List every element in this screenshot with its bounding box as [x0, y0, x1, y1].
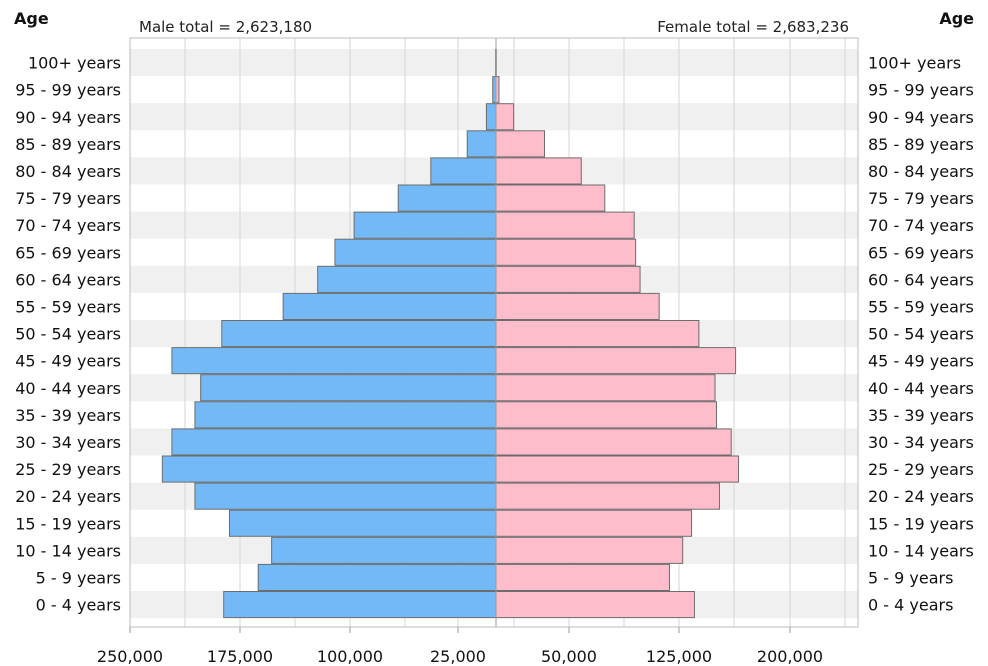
female-bar — [495, 103, 515, 131]
male-bar — [171, 428, 497, 456]
age-label-right: 80 - 84 years — [868, 162, 974, 181]
male-bar — [228, 509, 497, 537]
x-tick-label: 175,000 — [207, 647, 273, 666]
x-tick-label: 50,000 — [541, 647, 597, 666]
age-label-right: 25 - 29 years — [868, 460, 974, 479]
age-label-left: 75 - 79 years — [15, 189, 121, 208]
age-label-left: 30 - 34 years — [15, 433, 121, 452]
male-bar — [171, 347, 497, 375]
age-label-left: 65 - 69 years — [15, 243, 121, 262]
male-bar — [257, 563, 497, 592]
age-header-right: Age — [939, 9, 974, 28]
age-label-left: 45 - 49 years — [15, 352, 121, 371]
age-label-left: 95 - 99 years — [15, 81, 121, 100]
male-bar — [430, 157, 497, 185]
age-label-right: 55 - 59 years — [868, 297, 974, 316]
age-label-right: 60 - 64 years — [868, 270, 974, 289]
male-bar — [353, 211, 497, 239]
female-bar — [495, 536, 684, 564]
female-bar — [495, 591, 695, 619]
age-label-left: 10 - 14 years — [15, 541, 121, 560]
male-bar — [221, 320, 497, 348]
female-bar — [495, 374, 716, 402]
female-bar — [495, 211, 635, 239]
male-bar — [397, 184, 497, 212]
plot-frame — [129, 37, 859, 628]
right-age-labels: 100+ years 95 - 99 years 90 - 94 years 85 -… — [868, 54, 974, 615]
row-band — [130, 49, 858, 77]
female-bar — [495, 184, 606, 212]
female-bar — [495, 509, 693, 537]
age-label-right: 90 - 94 years — [868, 108, 974, 127]
left-age-labels: 100+ years 95 - 99 years 90 - 94 years 85 -… — [15, 54, 121, 615]
female-bar — [495, 401, 717, 429]
male-bar — [271, 536, 497, 564]
age-label-right: 75 - 79 years — [868, 189, 974, 208]
age-label-left: 85 - 89 years — [15, 135, 121, 154]
age-label-right: 20 - 24 years — [868, 487, 974, 506]
male-bar — [223, 591, 497, 619]
age-label-left: 80 - 84 years — [15, 162, 121, 181]
age-label-right: 10 - 14 years — [868, 541, 974, 560]
x-axis-ticks: 250,000 175,000 100,000 25,000 50,000 125,000… — [97, 627, 823, 666]
age-label-right: 45 - 49 years — [868, 352, 974, 371]
age-label-left: 5 - 9 years — [36, 568, 121, 587]
bars — [161, 49, 740, 619]
age-header-left: Age — [14, 9, 49, 28]
age-label-left: 0 - 4 years — [36, 596, 121, 615]
male-bar — [466, 130, 497, 158]
male-bar — [334, 238, 497, 266]
age-label-left: 90 - 94 years — [15, 108, 121, 127]
male-bar — [194, 401, 497, 429]
age-label-left: 55 - 59 years — [15, 297, 121, 316]
age-label-left: 20 - 24 years — [15, 487, 121, 506]
male-bar — [200, 374, 497, 402]
age-label-left: 60 - 64 years — [15, 270, 121, 289]
female-bar — [495, 265, 641, 293]
age-label-right: 50 - 54 years — [868, 325, 974, 344]
male-bar — [282, 292, 497, 320]
age-label-left: 100+ years — [28, 54, 121, 73]
x-tick-label: 250,000 — [97, 647, 163, 666]
age-label-left: 40 - 44 years — [15, 379, 121, 398]
age-label-right: 100+ years — [868, 54, 961, 73]
female-bar — [495, 428, 732, 456]
male-total-label: Male total = 2,623,180 — [139, 18, 312, 36]
age-label-right: 85 - 89 years — [868, 135, 974, 154]
age-label-right: 35 - 39 years — [868, 406, 974, 425]
age-label-right: 95 - 99 years — [868, 81, 974, 100]
male-bar — [194, 482, 497, 510]
age-label-left: 25 - 29 years — [15, 460, 121, 479]
age-label-right: 15 - 19 years — [868, 514, 974, 533]
female-bar — [495, 320, 700, 348]
age-label-right: 5 - 9 years — [868, 568, 953, 587]
age-label-left: 15 - 19 years — [15, 514, 121, 533]
female-bar — [495, 292, 660, 320]
x-tick-label: 125,000 — [646, 647, 712, 666]
female-bar — [495, 482, 720, 510]
male-bar — [485, 103, 497, 131]
female-total-label: Female total = 2,683,236 — [657, 18, 849, 36]
x-tick-label: 100,000 — [317, 647, 383, 666]
age-label-left: 35 - 39 years — [15, 406, 121, 425]
age-label-right: 65 - 69 years — [868, 243, 974, 262]
female-bar — [495, 563, 670, 592]
age-label-right: 70 - 74 years — [868, 216, 974, 235]
female-bar — [495, 238, 637, 266]
age-label-left: 50 - 54 years — [15, 325, 121, 344]
age-label-right: 30 - 34 years — [868, 433, 974, 452]
age-label-left: 70 - 74 years — [15, 216, 121, 235]
male-bar — [317, 265, 497, 293]
male-bar — [161, 455, 497, 483]
x-tick-label: 200,000 — [757, 647, 823, 666]
female-bar — [495, 347, 737, 375]
x-tick-label: 25,000 — [430, 647, 486, 666]
female-bar — [495, 157, 582, 185]
age-label-right: 40 - 44 years — [868, 379, 974, 398]
age-label-right: 0 - 4 years — [868, 596, 953, 615]
female-bar — [495, 130, 546, 158]
female-bar — [495, 455, 740, 483]
